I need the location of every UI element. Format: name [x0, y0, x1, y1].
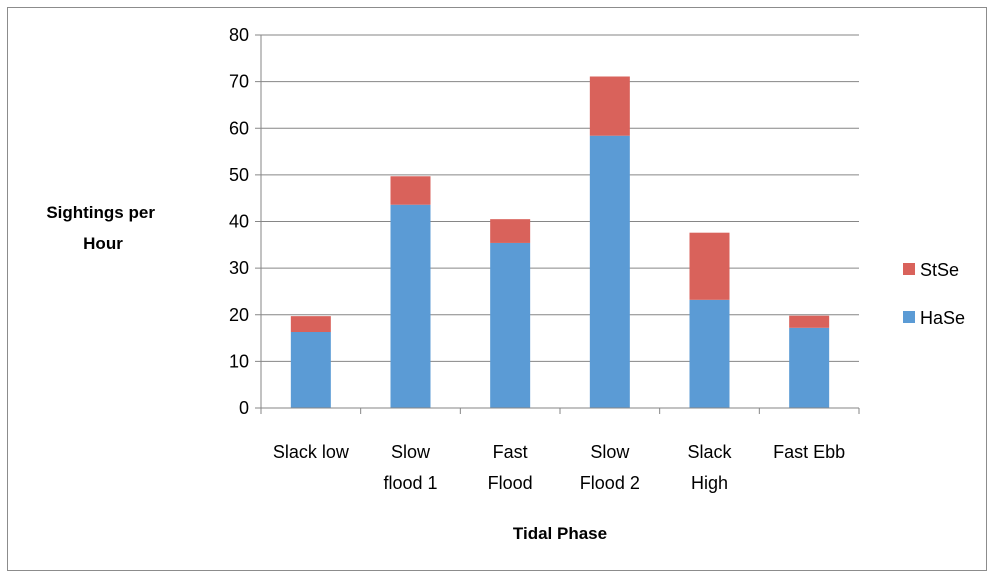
bar-stse-2: [390, 176, 431, 205]
legend: StSe HaSe: [903, 260, 965, 328]
x-tick-label-3: Fast Flood: [488, 442, 533, 493]
y-tick-label-10: 10: [229, 351, 249, 371]
y-tick-label-70: 70: [229, 72, 249, 92]
bar-hase-2: [390, 204, 431, 408]
y-tick-label-60: 60: [229, 118, 249, 138]
y-axis-title-line-2: Hour: [83, 234, 123, 253]
y-tick-label-50: 50: [229, 165, 249, 185]
x-tick-label-1: Slack low: [273, 442, 350, 462]
x-tick-labels: Slack low Slow flood 1 Fast Flood Slow Flood 2…: [273, 442, 845, 493]
bar-stse-3: [490, 219, 531, 243]
bar-stse-6: [789, 315, 830, 328]
x-tick-label-4: Slow Flood 2: [580, 442, 640, 493]
bar-stse-5: [689, 232, 730, 300]
x-tick-label-2: Slow flood 1: [383, 442, 437, 493]
bar-hase-3: [490, 242, 531, 408]
y-tick-label-0: 0: [239, 398, 249, 418]
bar-hase-6: [789, 327, 830, 408]
y-tick-label-20: 20: [229, 305, 249, 325]
x-axis-title: Tidal Phase: [513, 524, 607, 543]
bar-hase-1: [290, 332, 331, 408]
legend-swatch-hase: [903, 311, 915, 323]
y-tick-label-80: 80: [229, 25, 249, 45]
y-tick-label-40: 40: [229, 212, 249, 232]
gridlines: [261, 34, 859, 362]
bar-hase-5: [689, 299, 730, 408]
bars: [290, 76, 830, 408]
x-tick-label-6: Fast Ebb: [773, 442, 845, 462]
y-tick-labels: 0 10 20 30 40 50 60 70 80: [229, 25, 249, 418]
x-tick-label-5: Slack High: [687, 442, 732, 493]
legend-swatch-stse: [903, 263, 915, 275]
axes: [255, 34, 860, 414]
bar-stse-4: [589, 76, 630, 136]
bar-stse-1: [290, 316, 331, 333]
legend-label-hase: HaSe: [920, 308, 965, 328]
y-axis-title: Sightings per Hour: [46, 203, 159, 253]
y-axis-title-line-1: Sightings per: [46, 203, 155, 222]
legend-label-stse: StSe: [920, 260, 959, 280]
bar-hase-4: [589, 135, 630, 408]
y-tick-label-30: 30: [229, 258, 249, 278]
